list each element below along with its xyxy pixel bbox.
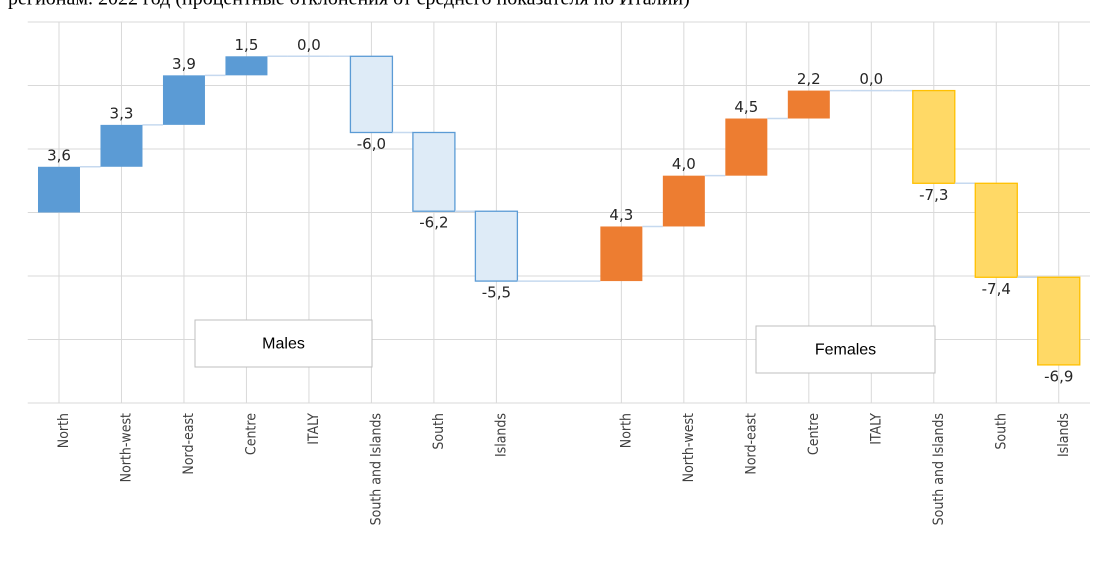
value-label: -6,0 (357, 135, 386, 153)
value-label: 4,0 (672, 155, 696, 173)
x-tick-label: South and Islands (368, 413, 384, 525)
value-label: 4,5 (734, 98, 758, 116)
x-tick-label: Centre (243, 413, 259, 455)
bar (912, 89, 956, 184)
value-label: 3,9 (172, 55, 196, 73)
x-tick-label: North (56, 413, 72, 448)
bar (37, 166, 80, 213)
value-label: -7,3 (919, 186, 948, 204)
value-label: 4,3 (609, 206, 633, 224)
value-label: 0,0 (297, 36, 321, 54)
value-label: -5,5 (482, 284, 511, 302)
bar (412, 131, 456, 212)
x-tick-label: ITALY (306, 413, 322, 445)
bar (662, 175, 705, 227)
x-tick-label: North-west (681, 413, 697, 482)
x-tick-label: Nord-east (743, 413, 759, 475)
bar (974, 182, 1018, 278)
value-label: 3,3 (110, 104, 134, 122)
x-tick-label: Islands (1056, 413, 1072, 457)
bar (349, 55, 394, 134)
bar (474, 210, 519, 282)
x-tick-label: Nord-east (181, 413, 197, 475)
chart-title: регионам. 2022 год (процентные отклонени… (8, 0, 690, 10)
x-tick-label: North (618, 413, 634, 448)
value-label: -7,4 (982, 280, 1011, 298)
value-label: 1,5 (235, 36, 259, 54)
bar (100, 124, 143, 167)
value-label: 0,0 (859, 70, 883, 88)
legend-box (755, 325, 936, 374)
value-label: 2,2 (797, 70, 821, 88)
bar (225, 56, 268, 76)
x-tick-label: South and Islands (931, 413, 947, 525)
value-label: 3,6 (47, 146, 71, 164)
x-tick-label: South (993, 413, 1009, 450)
value-label: -6,9 (1044, 367, 1073, 385)
x-tick-label: ITALY (868, 413, 884, 445)
x-tick-label: North-west (118, 413, 134, 482)
x-tick-label: Centre (806, 413, 822, 455)
legend-label: Females (815, 342, 876, 359)
legend-box (194, 319, 373, 368)
bar (725, 118, 768, 176)
bar (162, 75, 205, 125)
legend-label: Males (262, 336, 305, 353)
bar (600, 226, 643, 282)
bar (1037, 276, 1081, 366)
x-tick-label: South (431, 413, 447, 450)
value-label: -6,2 (419, 214, 448, 232)
bar (787, 90, 830, 119)
x-tick-label: Islands (493, 413, 509, 457)
